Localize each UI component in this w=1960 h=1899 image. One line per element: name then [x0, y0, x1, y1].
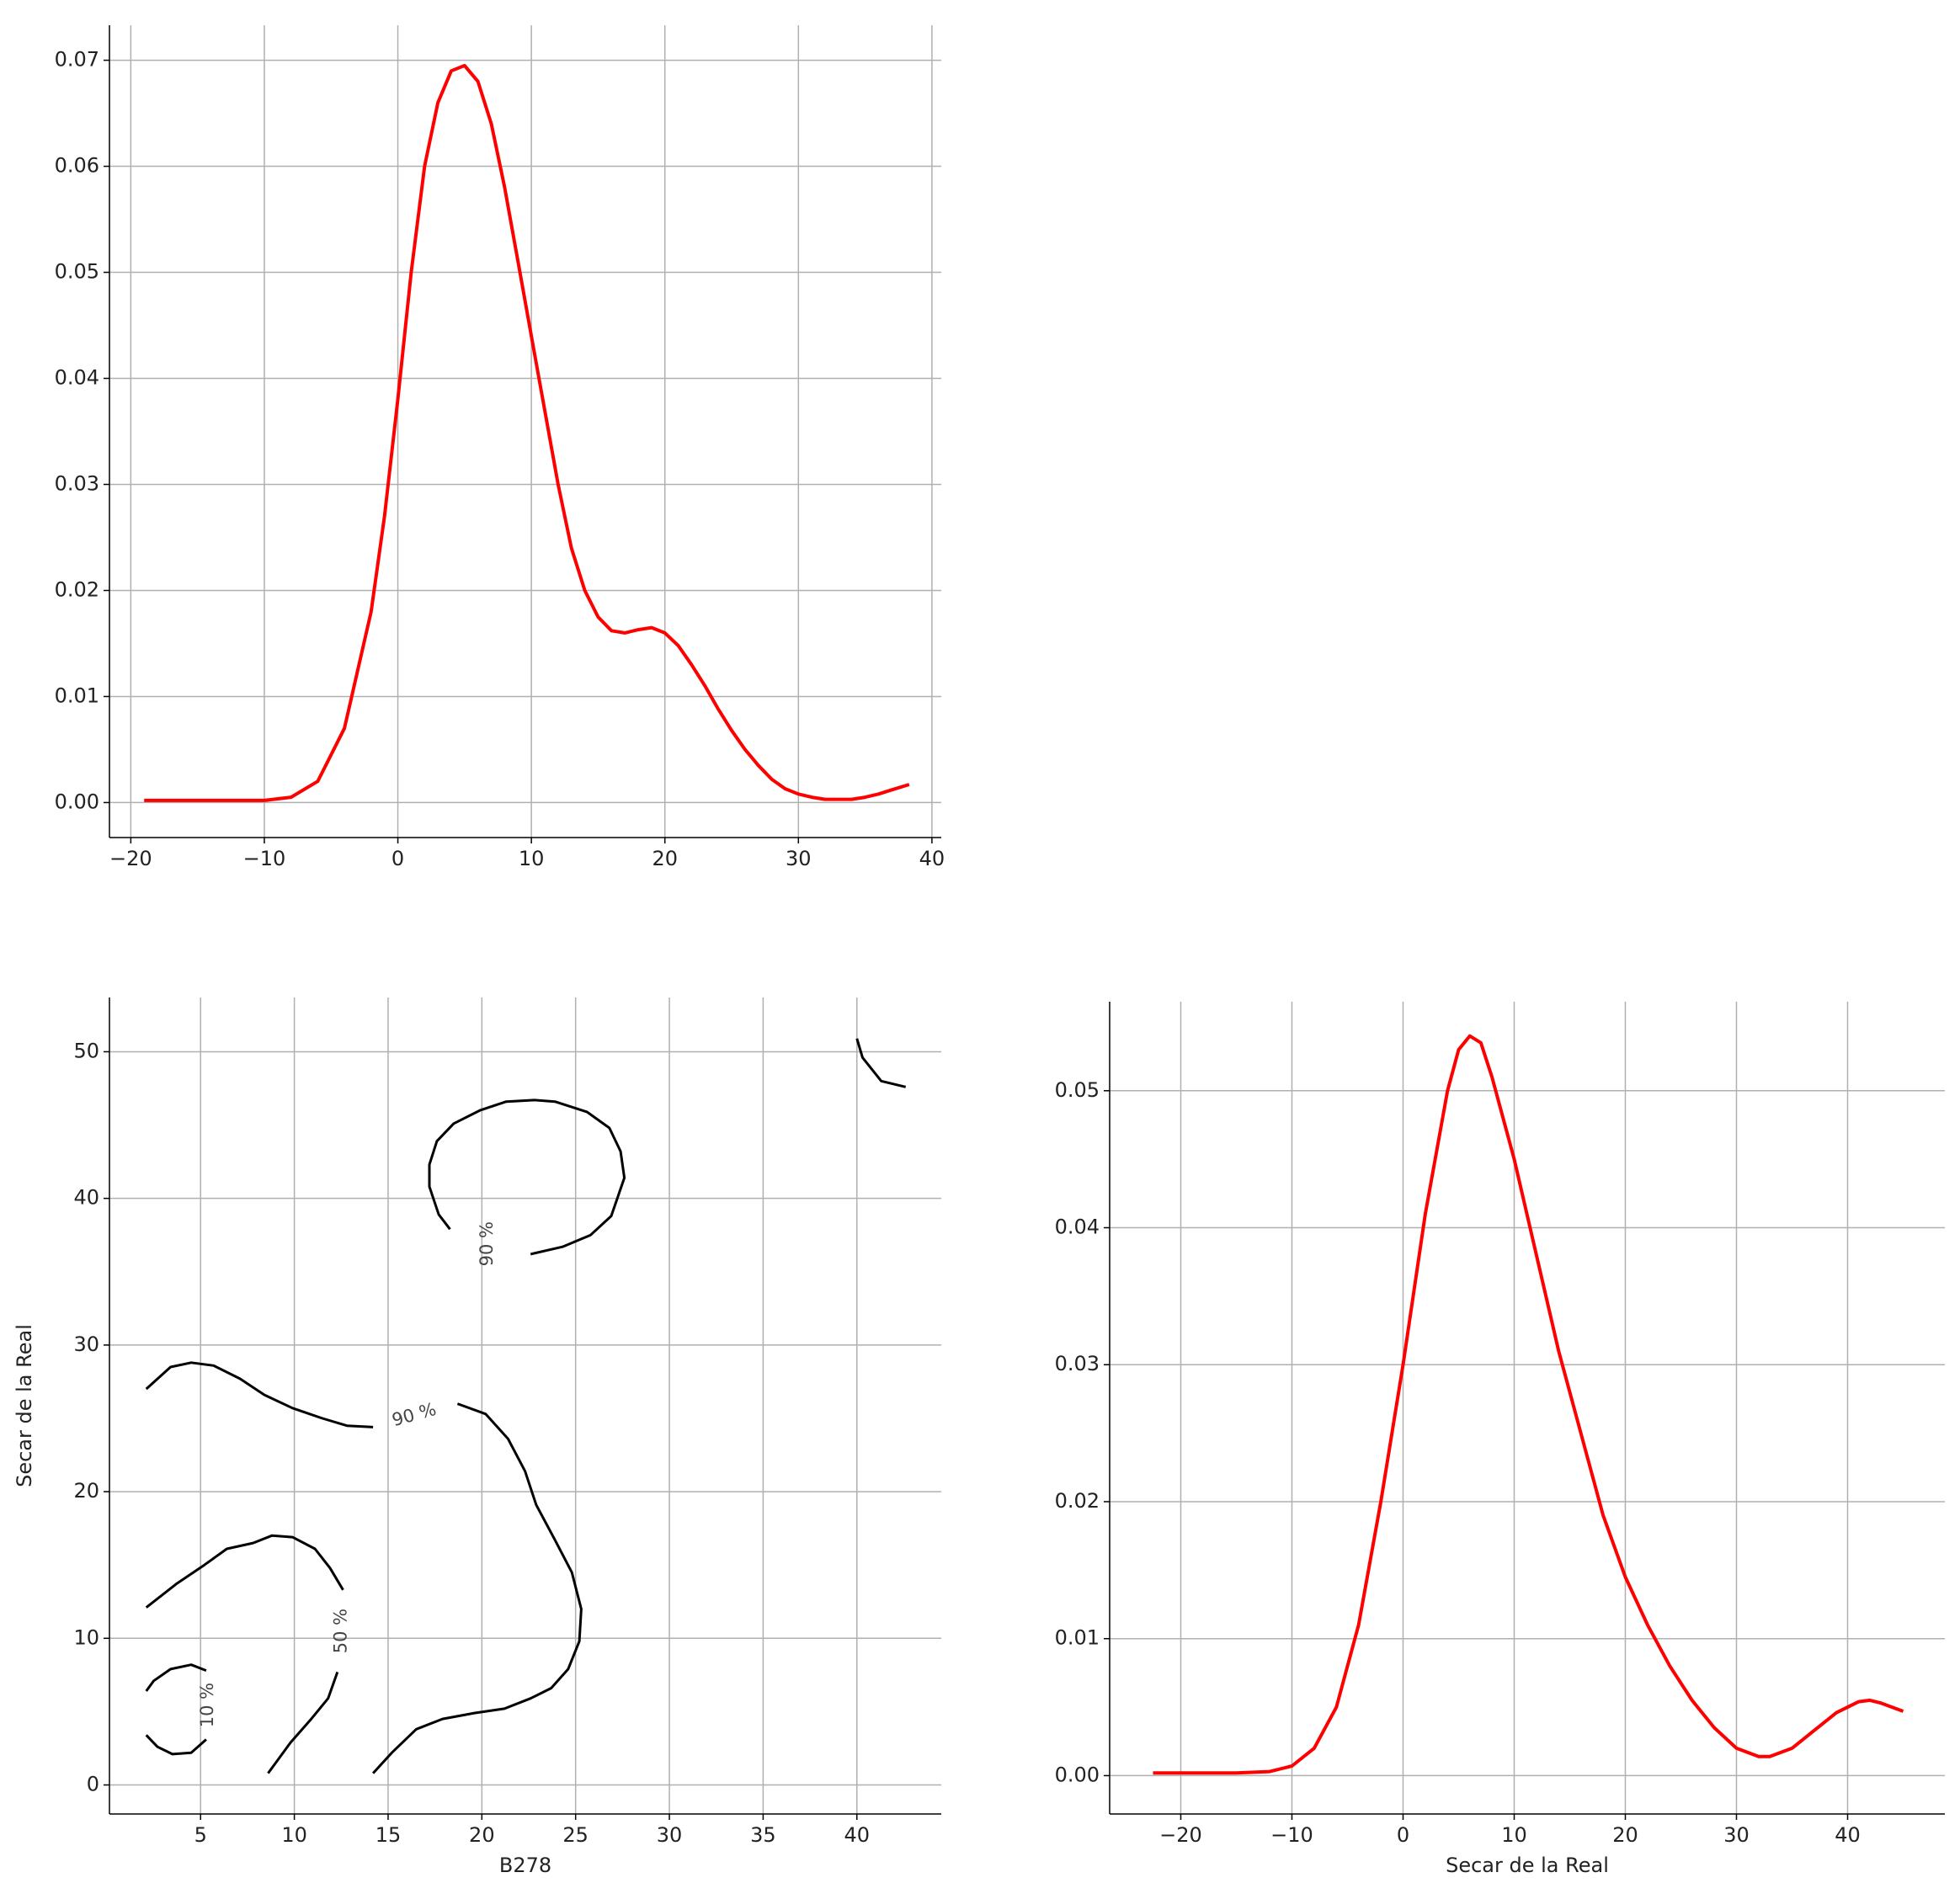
x-tick-label: −10 [1270, 1823, 1313, 1847]
contour-label: 90 % [477, 1221, 497, 1266]
y-tick-label: 0.06 [55, 154, 99, 178]
y-tick-label: 0.05 [1055, 1078, 1100, 1102]
y-axis-label: Secar de la Real [13, 1324, 36, 1487]
y-tick-label: 40 [73, 1186, 99, 1210]
x-tick-label: 20 [652, 847, 678, 870]
chart-panel: −20 −10 0 10 20 30 40 0.00 0.01 0.02 0.03 0.04 0.05 0… [55, 25, 945, 870]
x-tick-label: 0 [391, 847, 404, 870]
contour-line [145, 1663, 207, 1692]
x-tick-label: −20 [109, 847, 152, 870]
contour-line [855, 1038, 907, 1088]
y-tick-label: 0 [87, 1773, 99, 1796]
contour-label: 10 % [197, 1683, 217, 1727]
x-tick-label: 10 [1501, 1823, 1527, 1847]
contour-line [145, 1534, 344, 1609]
kde-line [144, 63, 910, 802]
y-tick-label: 0.04 [55, 366, 99, 390]
y-tick-label: 0.02 [1055, 1489, 1100, 1513]
x-tick-label: 40 [844, 1823, 871, 1847]
y-tick-label: 50 [73, 1039, 99, 1062]
y-tick-label: 10 [73, 1625, 99, 1649]
x-tick-label: 0 [1397, 1823, 1409, 1847]
x-tick-label: 35 [750, 1823, 776, 1847]
x-tick-label: 40 [1835, 1823, 1861, 1847]
x-tick-label: 30 [786, 847, 812, 870]
x-axis-label: B278 [499, 1854, 551, 1877]
kde-line [1153, 1034, 1904, 1775]
x-tick-label: 40 [919, 847, 945, 870]
contour-line [428, 1098, 626, 1256]
x-tick-label: 20 [469, 1823, 495, 1847]
x-tick-label: 15 [375, 1823, 402, 1847]
x-tick-label: 30 [657, 1823, 683, 1847]
x-tick-label: 20 [1612, 1823, 1638, 1847]
contour-label: 50 % [330, 1609, 350, 1653]
contour-line [371, 1402, 583, 1774]
y-tick-label: 20 [73, 1479, 99, 1503]
y-tick-label: 0.02 [55, 577, 99, 601]
x-tick-label: 25 [562, 1823, 589, 1847]
contour-line [145, 1734, 207, 1756]
chart-panel: 5 10 15 20 25 30 35 40 0 10 20 30 40 50 B278 Secar de l… [13, 997, 941, 1877]
y-tick-label: 0.05 [55, 260, 99, 284]
contour-line [145, 1361, 374, 1428]
x-tick-label: 10 [281, 1823, 307, 1847]
y-tick-label: 0.03 [1055, 1352, 1100, 1375]
x-tick-label: −10 [243, 847, 286, 870]
y-tick-label: 30 [73, 1332, 99, 1356]
y-tick-label: 0.01 [1055, 1626, 1100, 1650]
contour-line [267, 1671, 339, 1774]
x-tick-label: 10 [519, 847, 545, 870]
y-tick-label: 0.03 [55, 471, 99, 495]
y-tick-label: 0.04 [1055, 1215, 1100, 1239]
contour-label: 90 % [390, 1399, 439, 1430]
y-tick-label: 0.07 [55, 48, 99, 72]
y-tick-label: 0.01 [55, 684, 99, 707]
x-tick-label: 5 [194, 1823, 207, 1847]
y-tick-label: 0.00 [55, 790, 99, 813]
x-axis-label: Secar de la Real [1446, 1854, 1609, 1877]
y-tick-label: 0.00 [1055, 1763, 1100, 1786]
x-tick-label: −20 [1159, 1823, 1202, 1847]
x-tick-label: 30 [1723, 1823, 1750, 1847]
chart-panel: −20 −10 0 10 20 30 40 0.00 0.01 0.02 0.03 0.04 0.05 S… [1055, 1002, 1945, 1877]
